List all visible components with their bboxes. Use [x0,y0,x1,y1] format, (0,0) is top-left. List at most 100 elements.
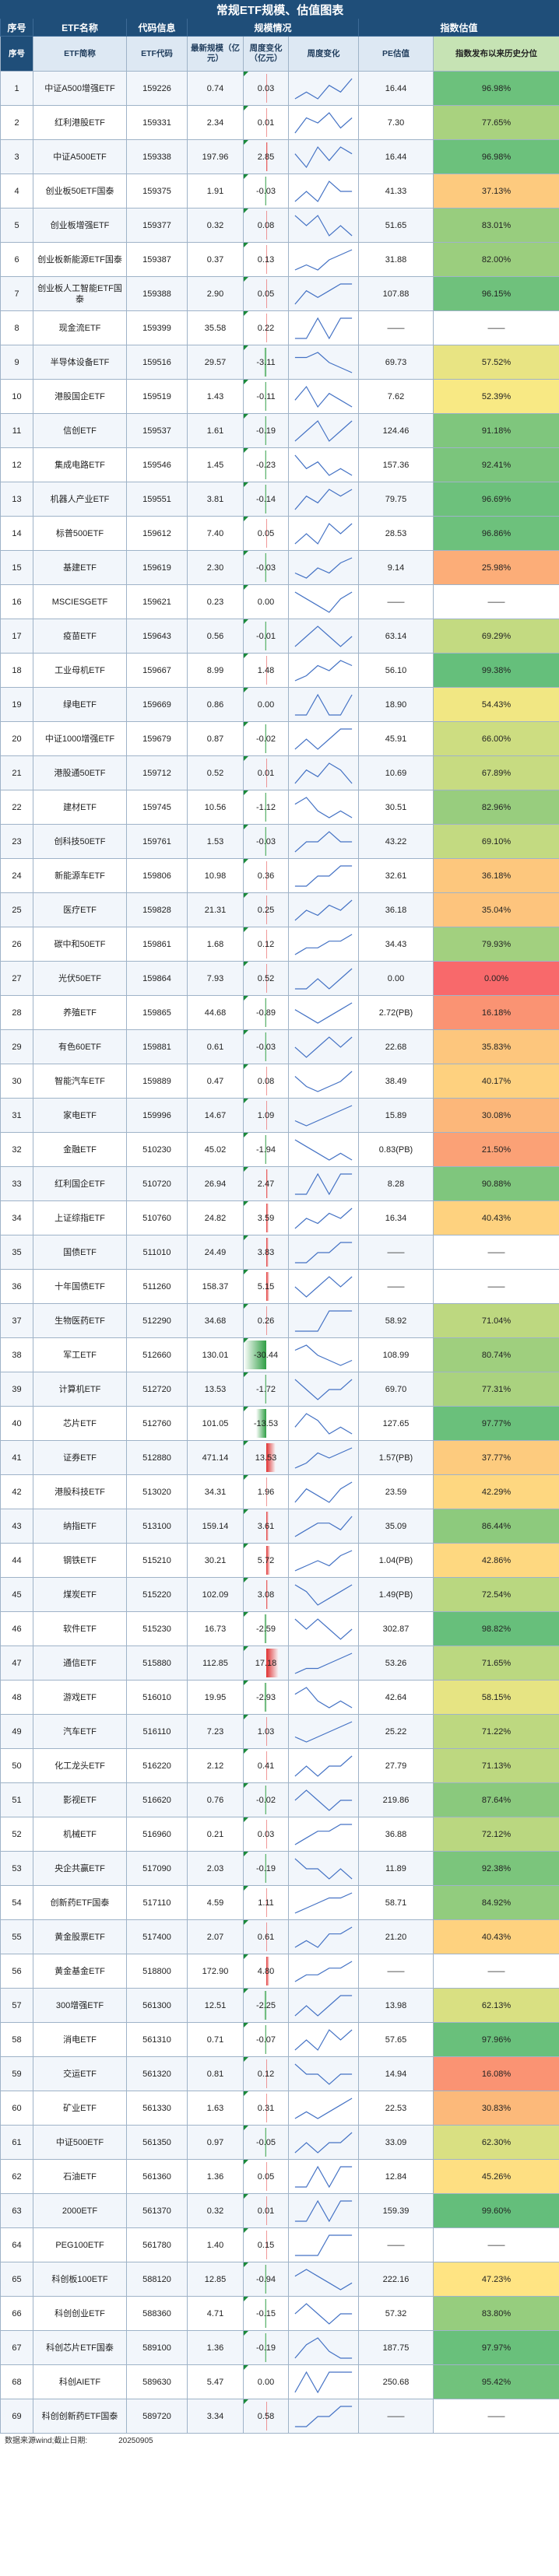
row-pe: 157.36 [358,447,434,482]
table-row: 47 通信ETF 515880 112.85 17.18 53.26 71.65% [0,1645,559,1681]
row-trend-sparkline [288,584,359,619]
row-percentile: 99.38% [432,653,559,688]
table-row: 11 信创ETF 159537 1.61 -0.19 124.46 91.18% [0,413,559,448]
row-etf-name: 科创创业ETF [33,2296,127,2331]
row-percentile: 82.00% [432,242,559,277]
row-etf-name: 黄金股票ETF [33,1919,127,1954]
row-seq: 61 [0,2125,33,2160]
row-percentile: 98.82% [432,1611,559,1646]
row-percentile: 58.15% [432,1680,559,1715]
row-pe: 7.30 [358,105,434,140]
sparkline-line [294,1379,353,1400]
row-scale: 0.47 [187,1064,244,1099]
row-etf-code: 159331 [126,105,188,140]
row-etf-code: 512880 [126,1440,188,1475]
row-scale: 159.14 [187,1509,244,1544]
row-percentile: 90.88% [432,1166,559,1201]
flow-marker-icon [244,688,248,692]
table-row: 27 光伏50ETF 159864 7.93 0.52 0.00 0.00% [0,961,559,996]
flow-bar [265,142,269,171]
row-etf-name: 上证综指ETF [33,1200,127,1235]
flow-marker-icon [244,140,248,145]
row-etf-name: 石油ETF [33,2159,127,2194]
row-flow-value: 0.03 [257,1829,275,1839]
sparkline-line [294,1583,353,1606]
sparkline-line [294,1720,353,1743]
row-seq: 49 [0,1714,33,1749]
row-trend-sparkline [288,1851,359,1886]
row-pe: 250.68 [358,2364,434,2399]
sparkline-chart [294,2336,353,2359]
row-etf-name: 钢铁ETF [33,1543,127,1578]
flow-marker-icon [244,1578,248,1582]
table-row: 20 中证1000增强ETF 159679 0.87 -0.02 45.91 66.00% [0,721,559,756]
row-flow: -0.01 [243,619,289,654]
sparkline-line [294,864,353,887]
row-etf-name: 计算机ETF [33,1372,127,1407]
row-etf-name: 中证A500ETF [33,139,127,174]
sparkline-chart [294,864,353,887]
flow-marker-icon [244,1509,248,1514]
row-percentile: 71.22% [432,1714,559,1749]
table-row: 7 创业板人工智能ETF国泰 159388 2.90 0.05 107.88 96.15% [0,276,559,311]
row-etf-name: 交运ETF [33,2056,127,2091]
row-flow: 0.41 [243,1748,289,1783]
row-percentile: 40.43% [432,1919,559,1954]
row-trend-sparkline [288,1714,359,1749]
row-etf-code: 159864 [126,961,188,996]
flow-marker-icon [244,619,248,624]
sparkline-line [294,2371,353,2393]
row-flow: 17.18 [243,1645,289,1681]
flow-marker-icon [244,2023,248,2028]
row-trend-sparkline [288,1372,359,1407]
row-scale: 130.01 [187,1337,244,1372]
row-pe: —— [358,310,434,345]
row-etf-name: 通信ETF [33,1645,127,1681]
row-etf-name: 智能汽车ETF [33,1064,127,1099]
row-etf-name: 标普500ETF [33,516,127,551]
row-flow-value: 0.05 [257,2171,275,2182]
row-flow-value: 4.80 [257,1966,275,1976]
row-percentile: —— [432,2227,559,2262]
table-row: 26 碳中和50ETF 159861 1.68 0.12 34.43 79.93% [0,927,559,962]
sparkline-line [294,556,353,579]
row-etf-code: 513020 [126,1474,188,1509]
row-flow-value: -0.02 [255,734,276,744]
row-etf-code: 561370 [126,2193,188,2228]
row-seq: 56 [0,1954,33,1989]
sparkline-chart [294,1104,353,1127]
row-etf-name: 机器人产业ETF [33,482,127,517]
row-etf-code: 159226 [126,71,188,106]
row-scale: 44.68 [187,995,244,1030]
row-percentile: 69.10% [432,824,559,859]
sparkline-chart [294,1071,353,1092]
row-etf-code: 159996 [126,1098,188,1133]
sparkline-line [294,1994,353,2017]
sparkline-line [294,1138,353,1161]
row-etf-code: 159546 [126,447,188,482]
row-percentile: 96.98% [432,71,559,106]
sparkline-line [294,591,353,613]
row-flow: 0.00 [243,584,289,619]
row-percentile: 45.26% [432,2159,559,2194]
row-flow-value: 0.12 [257,939,275,949]
flow-marker-icon [244,277,248,282]
row-seq: 29 [0,1029,33,1064]
row-etf-code: 159865 [126,995,188,1030]
table-row: 59 交运ETF 561320 0.81 0.12 14.94 16.08% [0,2056,559,2091]
row-seq: 34 [0,1200,33,1235]
table-row: 67 科创芯片ETF国泰 589100 1.36 -0.19 187.75 97.97% [0,2330,559,2365]
flow-marker-icon [244,585,248,590]
flow-bar [265,2402,267,2431]
row-flow: -0.23 [243,447,289,482]
table-row: 56 黄金基金ETF 518800 172.90 4.80 —— —— [0,1954,559,1989]
row-etf-name: 光伏50ETF [33,961,127,996]
row-trend-sparkline [288,139,359,174]
row-trend-sparkline [288,1029,359,1064]
row-pe: 107.88 [358,276,434,311]
sparkline-line [294,1789,353,1811]
sparkline-chart [294,727,353,750]
row-scale: 1.36 [187,2330,244,2365]
row-etf-code: 515210 [126,1543,188,1578]
flow-marker-icon [244,414,248,419]
